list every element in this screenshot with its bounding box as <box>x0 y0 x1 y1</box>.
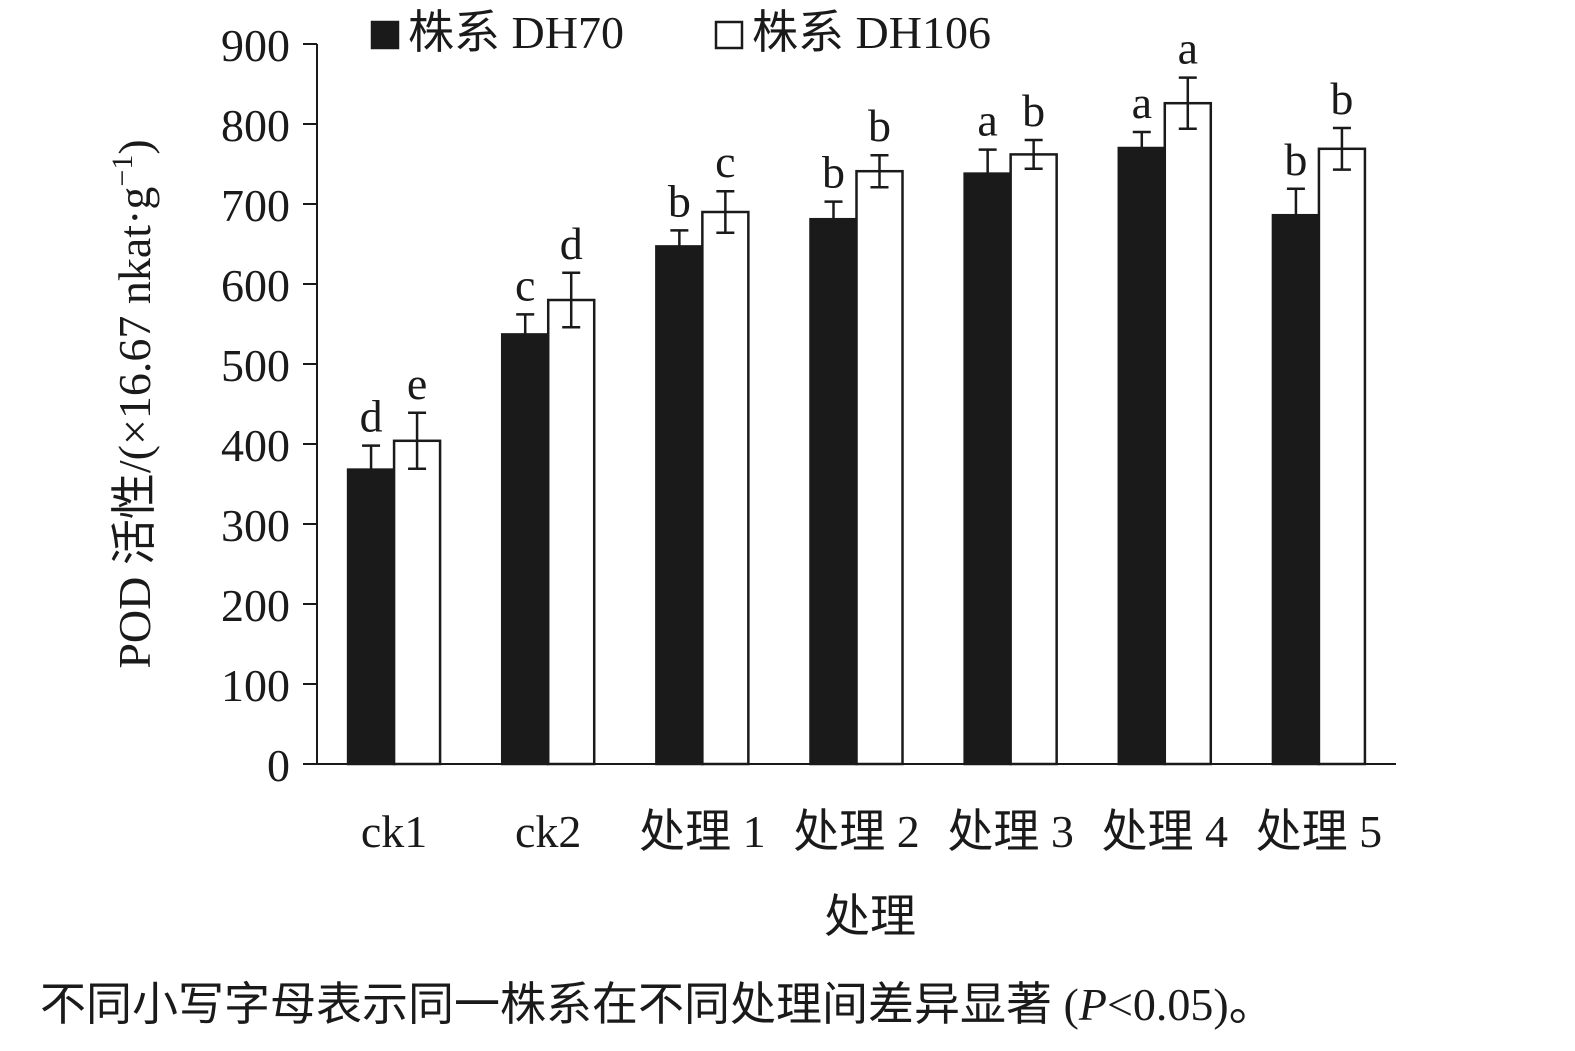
axes: 0 100 200 300 400 500 600 700 800 900 <box>221 20 1396 791</box>
significance-letter: e <box>407 358 427 409</box>
significance-letter: c <box>515 259 535 310</box>
significance-letter: b <box>868 100 891 151</box>
y-tick-label: 800 <box>221 100 290 151</box>
x-tick-label: ck1 <box>361 806 427 857</box>
y-axis-label: POD 活性/(×16.67 nkat·g−1) <box>106 139 160 668</box>
bar <box>346 468 396 766</box>
bar <box>1271 213 1321 766</box>
bar <box>655 245 704 766</box>
legend-swatch <box>370 20 400 50</box>
y-tick-label: 400 <box>221 420 290 471</box>
legend-label: 株系 DH70 <box>408 7 624 58</box>
footnote: 不同小写字母表示同一株系在不同处理间差异显著 (P<0.05)。 <box>40 979 1275 1030</box>
bar <box>963 172 1012 766</box>
significance-letter: b <box>1330 73 1353 124</box>
bar <box>1009 153 1058 766</box>
y-tick-label: 200 <box>221 580 290 631</box>
x-tick-label: 处理 2 <box>793 806 920 857</box>
significance-letter: b <box>822 147 845 198</box>
significance-letter: d <box>560 218 583 269</box>
significance-letter: b <box>1284 134 1307 185</box>
x-tick-label: ck2 <box>515 806 581 857</box>
significance-letter: b <box>1022 85 1045 136</box>
y-tick-label: 0 <box>267 740 290 791</box>
bar <box>546 298 596 766</box>
significance-letter: a <box>1132 77 1152 128</box>
bar <box>855 169 904 766</box>
significance-letter: a <box>1178 23 1198 74</box>
x-tick-label: 处理 5 <box>1256 806 1383 857</box>
bar <box>809 217 858 766</box>
y-tick-label: 100 <box>221 660 290 711</box>
significance-letter: b <box>668 175 691 226</box>
bar <box>392 439 442 766</box>
significance-letter: d <box>360 391 383 442</box>
bar <box>1117 146 1167 766</box>
significance-letter: c <box>715 136 735 187</box>
y-tick-label: 600 <box>221 260 290 311</box>
y-tick-label: 300 <box>221 500 290 551</box>
bar <box>1163 101 1213 766</box>
y-tick-label: 900 <box>221 20 290 71</box>
x-tick-label: 处理 4 <box>1102 806 1229 857</box>
y-tick-label: 500 <box>221 340 290 391</box>
x-axis-label: 处理 <box>824 891 916 942</box>
significance-letter: a <box>977 95 997 146</box>
legend-swatch <box>714 20 744 50</box>
x-tick-label: 处理 1 <box>639 806 766 857</box>
legend-label: 株系 DH106 <box>752 7 991 58</box>
x-tick-label: 处理 3 <box>947 806 1074 857</box>
bars <box>346 76 1367 766</box>
bar <box>500 333 550 766</box>
bar <box>1317 147 1367 766</box>
bar <box>701 210 750 766</box>
y-tick-label: 700 <box>221 180 290 231</box>
